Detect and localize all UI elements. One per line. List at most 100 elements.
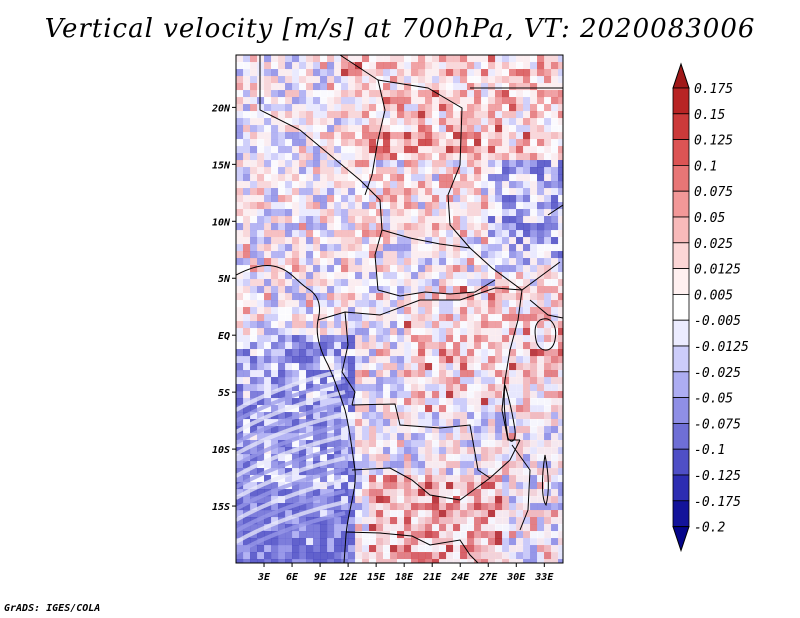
field-cell [460,76,468,84]
field-cell [341,314,349,322]
field-cell [236,97,244,105]
field-cell [439,216,447,224]
field-cell [341,426,349,434]
field-cell [250,363,258,371]
field-cell [285,391,293,399]
field-cell [327,111,335,119]
field-cell [243,342,251,350]
colorbar-box [672,319,690,347]
field-cell [362,454,370,462]
field-cell [481,293,489,301]
field-cell [292,62,300,70]
field-cell [383,146,391,154]
field-cell [250,195,258,203]
field-cell [243,300,251,308]
field-cell [320,286,328,294]
field-cell [425,454,433,462]
field-cell [285,76,293,84]
field-cell [474,433,482,441]
field-cell [537,433,545,441]
field-cell [250,181,258,189]
field-cell [376,475,384,483]
field-cell [250,356,258,364]
field-cell [334,216,342,224]
field-cell [467,370,475,378]
field-cell [299,503,307,511]
field-cell [418,475,426,483]
field-cell [460,104,468,112]
field-cell [544,251,552,259]
field-cell [397,405,405,413]
field-cell [257,412,265,420]
field-cell [404,62,412,70]
field-cell [397,384,405,392]
field-cell [558,167,563,175]
field-cell [404,195,412,203]
field-cell [292,69,300,77]
field-cell [509,174,517,182]
field-cell [558,258,563,266]
field-cell [530,552,538,560]
field-cell [404,377,412,385]
field-cell [418,181,426,189]
field-cell [460,531,468,539]
field-cell [453,475,461,483]
field-cell [495,377,503,385]
field-cell [516,195,524,203]
field-cell [299,517,307,525]
field-cell [439,552,447,560]
field-cell [474,202,482,210]
field-cell [390,363,398,371]
field-cell [488,265,496,273]
field-cell [404,181,412,189]
field-cell [432,349,440,357]
field-cell [467,335,475,343]
field-cell [537,132,545,140]
field-cell [257,314,265,322]
field-cell [362,426,370,434]
field-cell [369,440,377,448]
field-cell [369,433,377,441]
field-cell [390,538,398,546]
field-cell [404,132,412,140]
field-cell [257,517,265,525]
field-cell [453,356,461,364]
field-cell [271,160,279,168]
field-cell [516,125,524,133]
field-cell [425,328,433,336]
field-cell [516,426,524,434]
field-cell [250,237,258,245]
field-cell [502,209,510,217]
field-cell [348,321,356,329]
field-cell [397,279,405,287]
field-cell [495,160,503,168]
field-cell [502,83,510,91]
field-cell [474,384,482,392]
lon-tick-label: 30E [506,572,526,583]
field-cell [551,216,559,224]
field-cell [404,293,412,301]
field-cell [439,153,447,161]
border-north-a [259,55,383,291]
field-cell [355,398,363,406]
field-cell [460,62,468,70]
field-cell [467,468,475,476]
field-cell [341,76,349,84]
field-cell [439,349,447,357]
field-cell [341,146,349,154]
field-cell [404,146,412,154]
field-cell [439,321,447,329]
field-cell [383,510,391,518]
field-cell [257,419,265,427]
field-cell [376,328,384,336]
field-cell [390,97,398,105]
field-cell [313,510,321,518]
field-cell [264,111,272,119]
field-cell [446,531,454,539]
field-cell [292,258,300,266]
field-cell [355,391,363,399]
field-cell [320,223,328,231]
field-cell [460,391,468,399]
field-cell [446,559,454,563]
field-cell [313,104,321,112]
